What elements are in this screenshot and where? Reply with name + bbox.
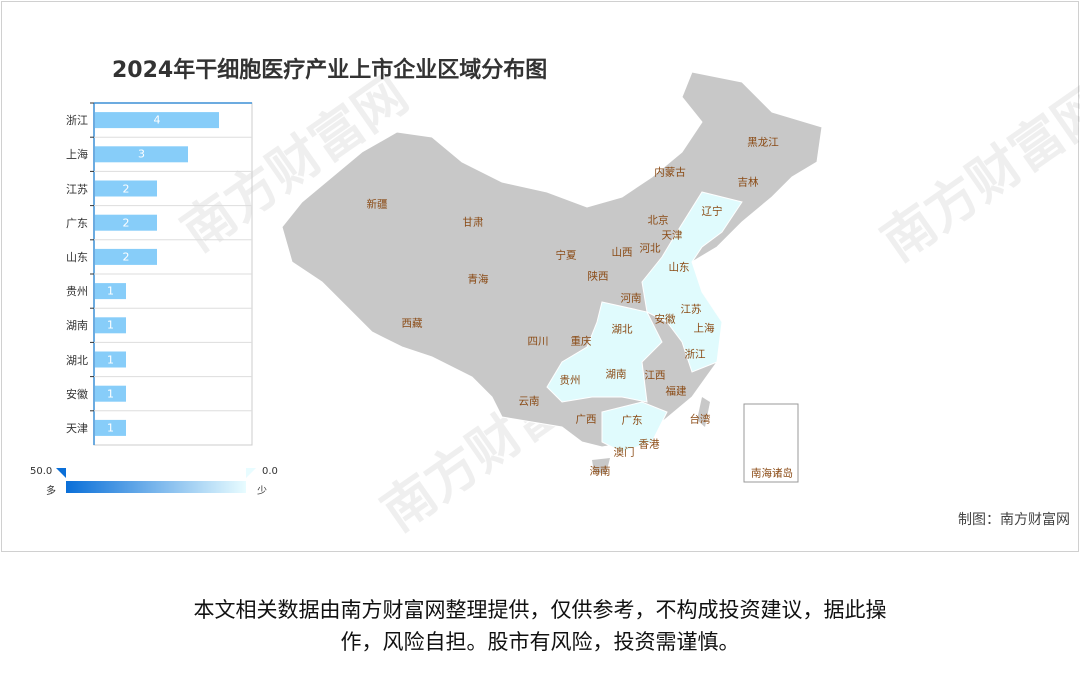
bar-value-label: 1: [107, 421, 114, 435]
chart-title: 2024年干细胞医疗产业上市企业区域分布图: [112, 58, 548, 83]
province-label: 天津: [661, 229, 683, 242]
category-label: 上海: [66, 148, 88, 162]
province-label: 山东: [668, 261, 690, 274]
bar: [95, 283, 126, 300]
bar-value-label: 1: [107, 318, 114, 332]
province-label: 北京: [647, 214, 669, 227]
province-label: 江苏: [680, 303, 702, 316]
category-label: 浙江: [66, 114, 88, 128]
bar: [95, 351, 126, 368]
bar-value-label: 3: [138, 147, 145, 161]
province-label: 广东: [621, 414, 643, 427]
province-label: 黑龙江: [747, 136, 779, 149]
bar-value-label: 2: [122, 216, 130, 230]
legend-max-marker: [56, 468, 66, 478]
province-label: 香港: [638, 438, 660, 451]
province-label: 四川: [527, 335, 549, 348]
province-label: 台湾: [689, 413, 711, 426]
category-label: 安徽: [66, 387, 88, 401]
legend-min-label: 少: [257, 486, 267, 497]
province-label: 云南: [518, 395, 540, 408]
legend-max: 50.0: [30, 466, 53, 477]
province-label: 内蒙古: [654, 166, 686, 179]
bar: [95, 419, 126, 436]
bar: [95, 146, 188, 163]
province-label: 江西: [644, 369, 666, 382]
bar: [95, 214, 157, 231]
bar-value-label: 1: [107, 353, 114, 366]
bar-value-label: 4: [153, 113, 161, 127]
province-label: 重庆: [570, 335, 592, 348]
province-label: 河北: [639, 242, 661, 255]
province-label: 吉林: [737, 176, 759, 189]
province-label: 宁夏: [555, 249, 577, 262]
legend-min-marker: [246, 468, 256, 478]
province-label: 新疆: [366, 198, 388, 211]
bar: [95, 112, 219, 129]
category-label: 湖北: [66, 353, 88, 367]
category-label: 贵州: [66, 285, 88, 299]
legend-gradient: [56, 468, 256, 493]
map-highlight-central: [546, 301, 663, 403]
disclaimer-line: 作，风险自担。股市有风险，投资需谨慎。: [340, 630, 740, 654]
bar: [95, 317, 126, 334]
province-label: 甘肃: [462, 216, 484, 229]
bar-value-label: 2: [122, 250, 130, 264]
province-label: 西藏: [401, 317, 423, 330]
legend-min: 0.0: [262, 466, 278, 477]
category-label: 湖南: [66, 319, 88, 333]
south-china-sea-inset: [743, 403, 799, 483]
province-label: 安徽: [654, 313, 676, 326]
province-label: 上海: [693, 322, 715, 335]
bar-value-label: 1: [107, 387, 114, 401]
province-label: 山西: [611, 246, 633, 259]
bar: [95, 180, 157, 197]
map-highlight-east: [641, 191, 743, 373]
province-label: 浙江: [684, 348, 706, 361]
bar-value-label: 1: [107, 284, 114, 298]
legend-bar: [66, 481, 246, 493]
province-label: 海南: [589, 465, 611, 478]
hainan: [592, 458, 610, 474]
taiwan: [697, 397, 710, 427]
province-label: 广西: [575, 413, 597, 426]
category-label: 山东: [66, 250, 88, 264]
province-label: 青海: [467, 273, 489, 286]
category-label: 天津: [66, 421, 88, 435]
bar-value-label: 2: [122, 182, 130, 195]
legend-max-label: 多: [46, 486, 56, 497]
province-label: 陕西: [587, 270, 609, 283]
province-label: 辽宁: [701, 205, 723, 218]
bar: [95, 385, 126, 402]
bar: [95, 248, 157, 265]
bar-chart: [90, 102, 253, 446]
map-highlight-guangdong: [601, 401, 668, 453]
chart-card: 南方财富网 南方财富网 南方财富网 黑龙江 吉林 内蒙古 辽宁 北京 天津 河北 山西 宁夏 新疆…: [1, 1, 1080, 552]
category-label: 江苏: [66, 182, 88, 196]
province-label: 南海诸岛: [751, 467, 793, 480]
disclaimer: 本文相关数据由南方财富网整理提供，仅供参考，不构成投资建议，据此操 作，风险自担…: [0, 594, 1080, 658]
province-label: 河南: [620, 292, 642, 305]
province-label: 湖北: [611, 323, 633, 336]
province-label: 贵州: [559, 374, 581, 387]
province-label: 湖南: [605, 368, 627, 381]
credit: 制图：南方财富网: [958, 512, 1070, 528]
province-label: 澳门: [613, 446, 635, 459]
china-map: [281, 71, 823, 483]
province-label: 福建: [665, 385, 687, 398]
category-label: 广东: [66, 216, 88, 230]
disclaimer-line: 本文相关数据由南方财富网整理提供，仅供参考，不构成投资建议，据此操: [193, 598, 887, 622]
